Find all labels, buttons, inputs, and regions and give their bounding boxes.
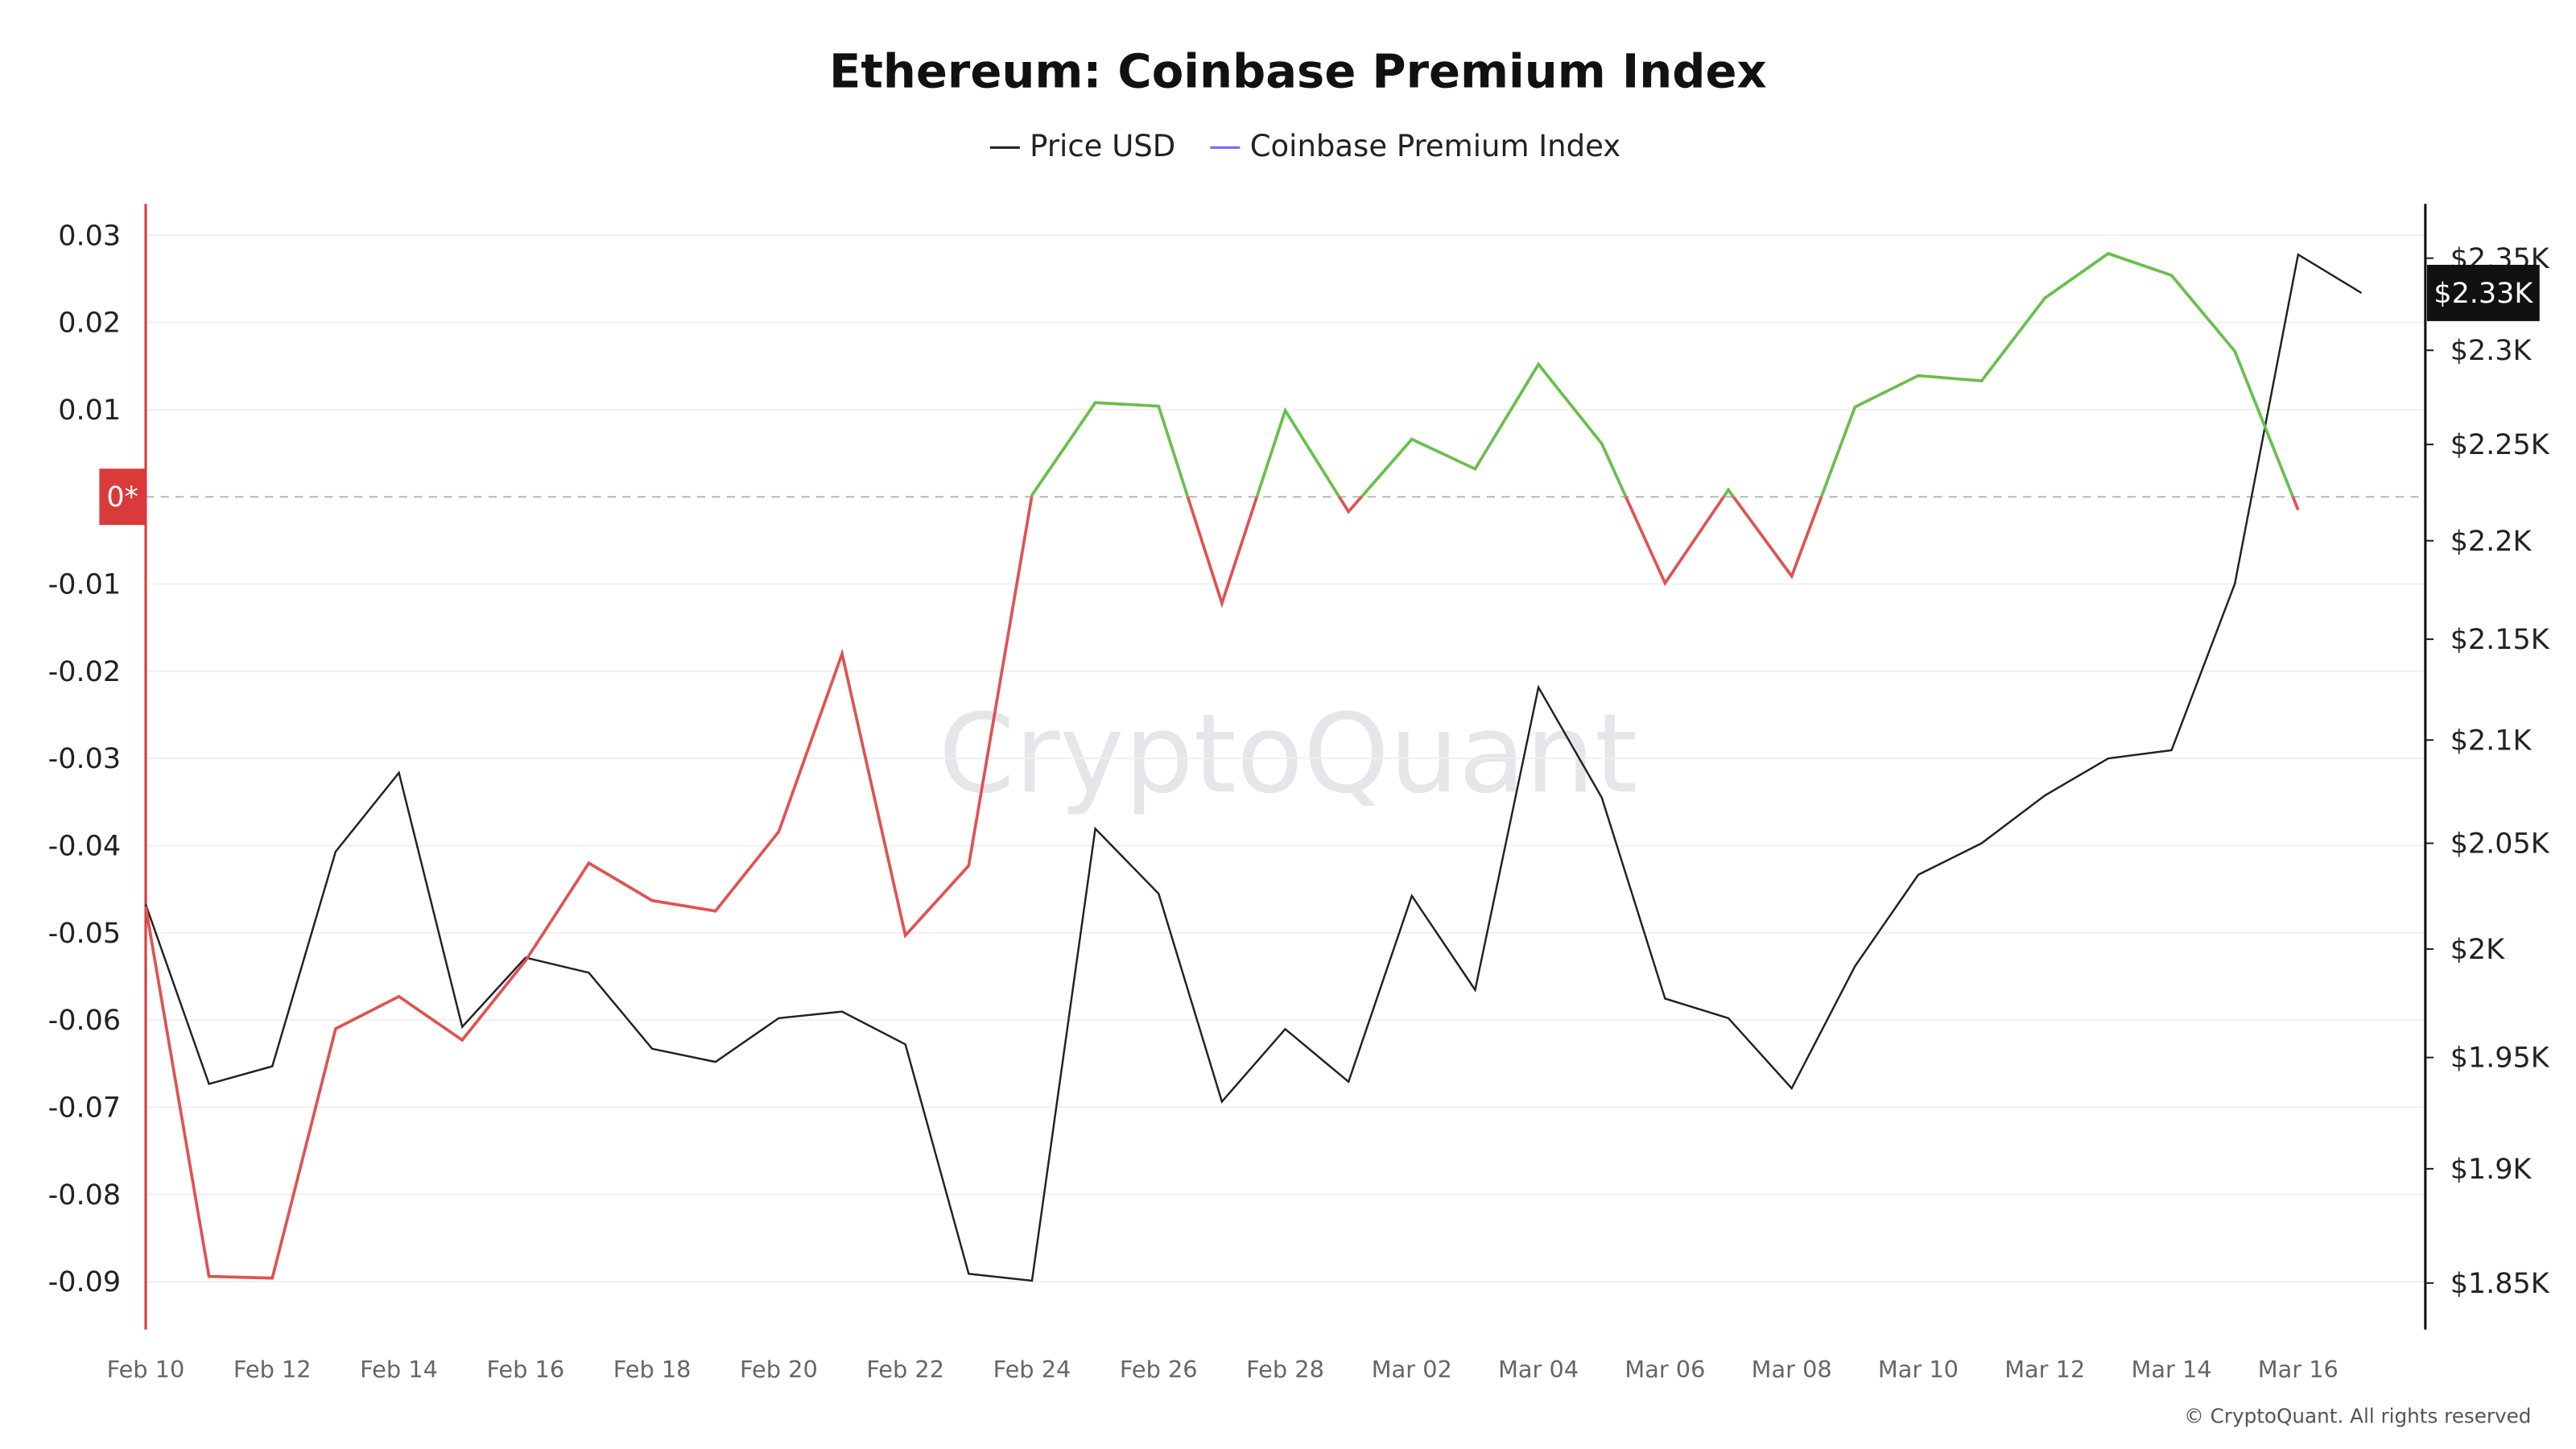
y2-tick-label: $1.9K [2450, 1154, 2533, 1186]
x-tick-label: Mar 14 [2132, 1356, 2212, 1383]
y2-tick-label: $2K [2450, 934, 2505, 966]
y2-tick-label: $2.3K [2450, 335, 2533, 367]
legend-label: Coinbase Premium Index [1250, 129, 1620, 163]
y2-tick-label: $2.05K [2450, 828, 2550, 861]
footer: © CryptoQuant. All rights reserved [2184, 1405, 2531, 1428]
y-tick-label: -0.07 [48, 1092, 121, 1125]
x-tick-label: Mar 04 [1498, 1356, 1579, 1383]
x-tick-label: Feb 22 [866, 1356, 944, 1383]
y2-tick-label: $1.85K [2450, 1268, 2550, 1300]
y-tick-label: -0.06 [48, 1005, 121, 1037]
x-tick-label: Feb 28 [1246, 1356, 1324, 1383]
y-tick-label: -0.02 [48, 656, 121, 688]
y-tick-label: 0.02 [58, 308, 121, 340]
y2-tick-label: $2.25K [2450, 429, 2550, 461]
price-label-box [2426, 264, 2540, 321]
y-tick-label: 0.03 [58, 220, 121, 252]
price-label: $2.33K [2434, 278, 2533, 310]
x-tick-label: Feb 26 [1120, 1356, 1198, 1383]
watermark: CryptoQuant [939, 691, 1638, 818]
x-tick-label: Feb 24 [993, 1356, 1071, 1383]
y-tick-label: -0.04 [48, 831, 121, 863]
y2-tick-label: $2.2K [2450, 526, 2533, 558]
y2-tick-label: $2.1K [2450, 724, 2533, 757]
x-tick-label: Feb 12 [233, 1356, 312, 1383]
x-tick-label: Feb 16 [486, 1356, 564, 1383]
x-tick-label: Mar 12 [2004, 1356, 2085, 1383]
y-tick-label: -0.09 [48, 1266, 121, 1298]
premium-line-positive [1030, 251, 2295, 497]
x-tick-label: Mar 16 [2258, 1356, 2339, 1383]
y-tick-label: -0.03 [48, 743, 121, 775]
x-tick-label: Mar 08 [1752, 1356, 1832, 1383]
x-tick-label: Feb 10 [107, 1356, 185, 1383]
y2-tick-label: $1.95K [2450, 1042, 2550, 1075]
y-tick-label: -0.01 [48, 569, 121, 601]
x-tick-label: Mar 02 [1372, 1356, 1452, 1383]
x-tick-label: Mar 06 [1624, 1356, 1705, 1383]
premium-line-negative [144, 497, 2300, 1280]
x-tick-label: Feb 14 [360, 1356, 438, 1383]
legend-label: Price USD [1030, 129, 1175, 163]
y-tick-label: -0.05 [48, 918, 121, 950]
x-tick-label: Feb 18 [613, 1356, 691, 1383]
x-tick-label: Feb 20 [740, 1356, 818, 1383]
x-tick-label: Mar 10 [1878, 1356, 1959, 1383]
y2-tick-label: $2.15K [2450, 624, 2550, 656]
y-tick-label: 0.01 [58, 394, 121, 427]
zero-label-box [99, 469, 146, 526]
y-tick-label: 0* [106, 481, 138, 514]
chart-title: Ethereum: Coinbase Premium Index [829, 44, 1767, 98]
y-tick-label: -0.08 [48, 1179, 121, 1212]
price-line [144, 253, 2363, 1282]
